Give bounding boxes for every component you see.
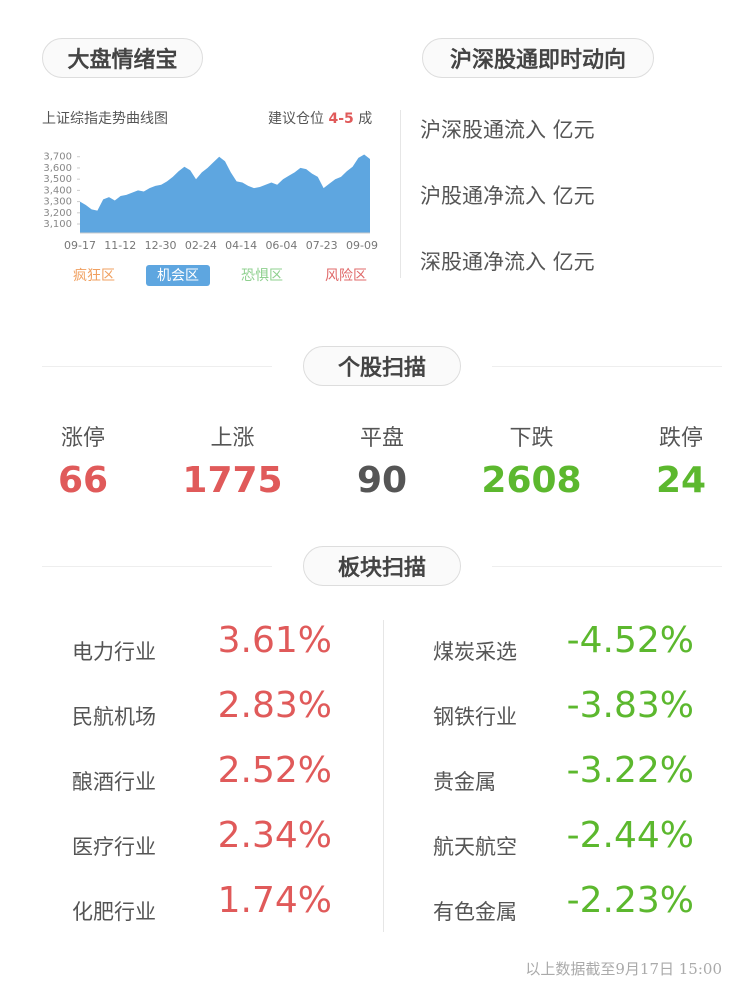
sector-change: 1.74% — [217, 880, 332, 921]
scan-label: 跌停 — [658, 426, 703, 451]
sector-name: 贵金属 — [433, 770, 496, 794]
sector-name: 民航机场 — [72, 705, 156, 729]
rule — [492, 366, 722, 367]
x-tick-label: 07-23 — [306, 239, 338, 252]
sector-name: 化肥行业 — [72, 900, 156, 924]
y-tick-label: 3,200 — [43, 208, 72, 219]
y-tick-label: 3,100 — [43, 219, 72, 230]
zone-label: 恐惧区 — [241, 268, 283, 284]
sector-change: 2.52% — [217, 750, 332, 791]
x-tick-label: 06-04 — [265, 239, 297, 252]
sector-change: -2.23% — [566, 880, 694, 921]
y-tick-label: 3,500 — [43, 174, 72, 185]
position-value: 4-5 — [328, 111, 354, 127]
sector-name: 电力行业 — [72, 640, 156, 664]
flow-item: 深股通净流入 亿元 — [420, 250, 595, 274]
x-tick-label: 02-24 — [185, 239, 217, 252]
section-title: 大盘情绪宝 — [42, 38, 203, 78]
scan-label: 上涨 — [210, 426, 255, 451]
section-title: 个股扫描 — [303, 346, 461, 386]
sector-change: 2.34% — [217, 815, 332, 856]
scan-value: 1775 — [182, 460, 283, 501]
zone-label: 机会区 — [157, 268, 199, 284]
scan-label: 平盘 — [359, 426, 404, 451]
sector-change: -2.44% — [566, 815, 694, 856]
rule — [492, 566, 722, 567]
scan-value: 2608 — [481, 460, 582, 501]
rule — [42, 566, 272, 567]
footer-note: 以上数据截至9月17日 15:00 — [525, 960, 722, 978]
x-tick-label: 12-30 — [145, 239, 177, 252]
sector-name: 钢铁行业 — [433, 705, 517, 729]
flow-item: 沪股通净流入 亿元 — [420, 184, 595, 208]
sector-name: 有色金属 — [433, 900, 517, 924]
y-tick-label: 3,700 — [43, 152, 72, 163]
divider — [400, 110, 401, 278]
x-tick-label: 09-17 — [64, 239, 96, 252]
zone-active-bg — [146, 265, 210, 286]
flow-item: 沪深股通流入 亿元 — [420, 118, 595, 142]
section-title: 沪深股通即时动向 — [422, 38, 654, 78]
scan-value: 90 — [356, 460, 408, 501]
sector-change: -3.22% — [566, 750, 694, 791]
sector-change: 3.61% — [217, 620, 332, 661]
zone-label: 疯狂区 — [73, 268, 115, 284]
x-tick-label: 11-12 — [104, 239, 136, 252]
section-title: 板块扫描 — [303, 546, 461, 586]
y-tick-label: 3,300 — [43, 197, 72, 208]
y-tick-label: 3,600 — [43, 163, 72, 174]
sector-name: 煤炭采选 — [433, 640, 517, 664]
sector-change: -4.52% — [566, 620, 694, 661]
sector-change: -3.83% — [566, 685, 694, 726]
sector-name: 医疗行业 — [72, 835, 156, 859]
index-area — [80, 154, 370, 233]
scan-label: 下跌 — [509, 426, 554, 451]
position-unit: 成 — [358, 111, 373, 127]
sector-change: 2.83% — [217, 685, 332, 726]
position-label: 建议仓位 — [268, 111, 324, 127]
sector-name: 酿酒行业 — [72, 770, 156, 794]
divider — [383, 620, 384, 932]
chart-title: 上证综指走势曲线图 — [42, 111, 168, 127]
y-tick-label: 3,400 — [43, 185, 72, 196]
scan-value: 66 — [57, 460, 109, 501]
sector-name: 航天航空 — [433, 835, 517, 859]
position-advice: 建议仓位 4-5 成 — [268, 108, 372, 128]
x-tick-label: 04-14 — [225, 239, 257, 252]
x-tick-label: 09-09 — [346, 239, 378, 252]
scan-value: 24 — [655, 460, 707, 501]
zone-label: 风险区 — [325, 268, 367, 284]
scan-label: 涨停 — [60, 426, 105, 451]
rule — [42, 366, 272, 367]
